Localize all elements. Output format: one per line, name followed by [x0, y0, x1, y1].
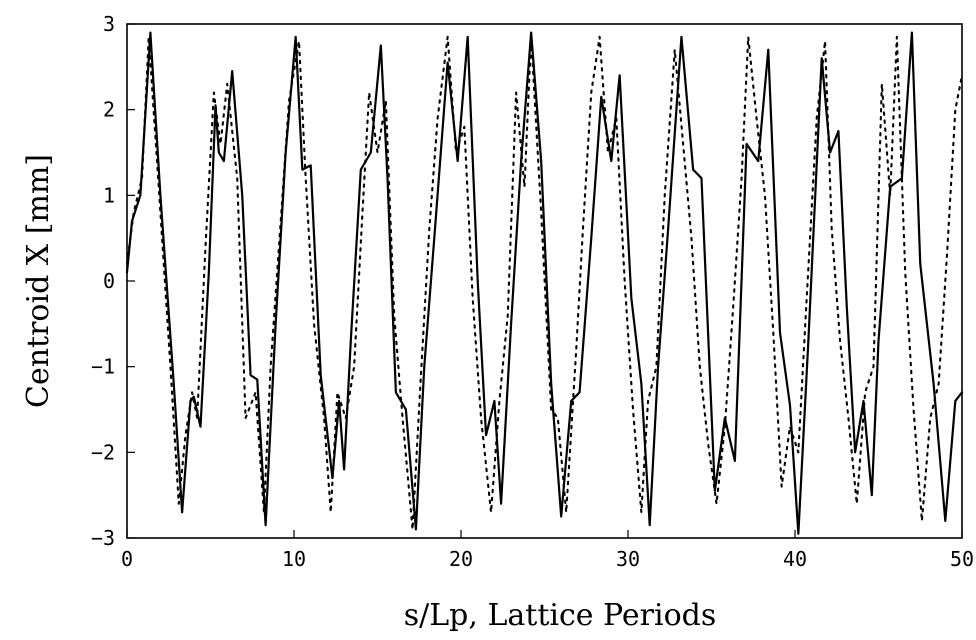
x-tick-label: 20 [449, 547, 473, 571]
x-tick-label: 0 [121, 547, 133, 571]
y-ticks: −3 −2 −1 0 1 2 3 [91, 12, 135, 550]
x-ticks: 0 10 20 30 40 50 [121, 530, 974, 571]
y-axis-label: Centroid X [mm] [21, 154, 56, 408]
y-tick-label: 1 [103, 183, 115, 207]
y-tick-label: −3 [91, 526, 115, 550]
x-tick-label: 30 [616, 547, 640, 571]
series-layer [125, 31, 964, 535]
series-line-dotted [125, 35, 964, 531]
y-tick-label: −2 [91, 440, 115, 464]
x-tick-label: 10 [282, 547, 306, 571]
series-line-solid [125, 31, 964, 535]
x-tick-label: 50 [950, 547, 974, 571]
y-tick-label: −1 [91, 355, 115, 379]
y-tick-label: 2 [103, 98, 115, 122]
x-axis-label: s/Lp, Lattice Periods [404, 598, 717, 633]
x-tick-label: 40 [783, 547, 807, 571]
y-tick-label: 3 [103, 12, 115, 36]
y-tick-label: 0 [103, 269, 115, 293]
